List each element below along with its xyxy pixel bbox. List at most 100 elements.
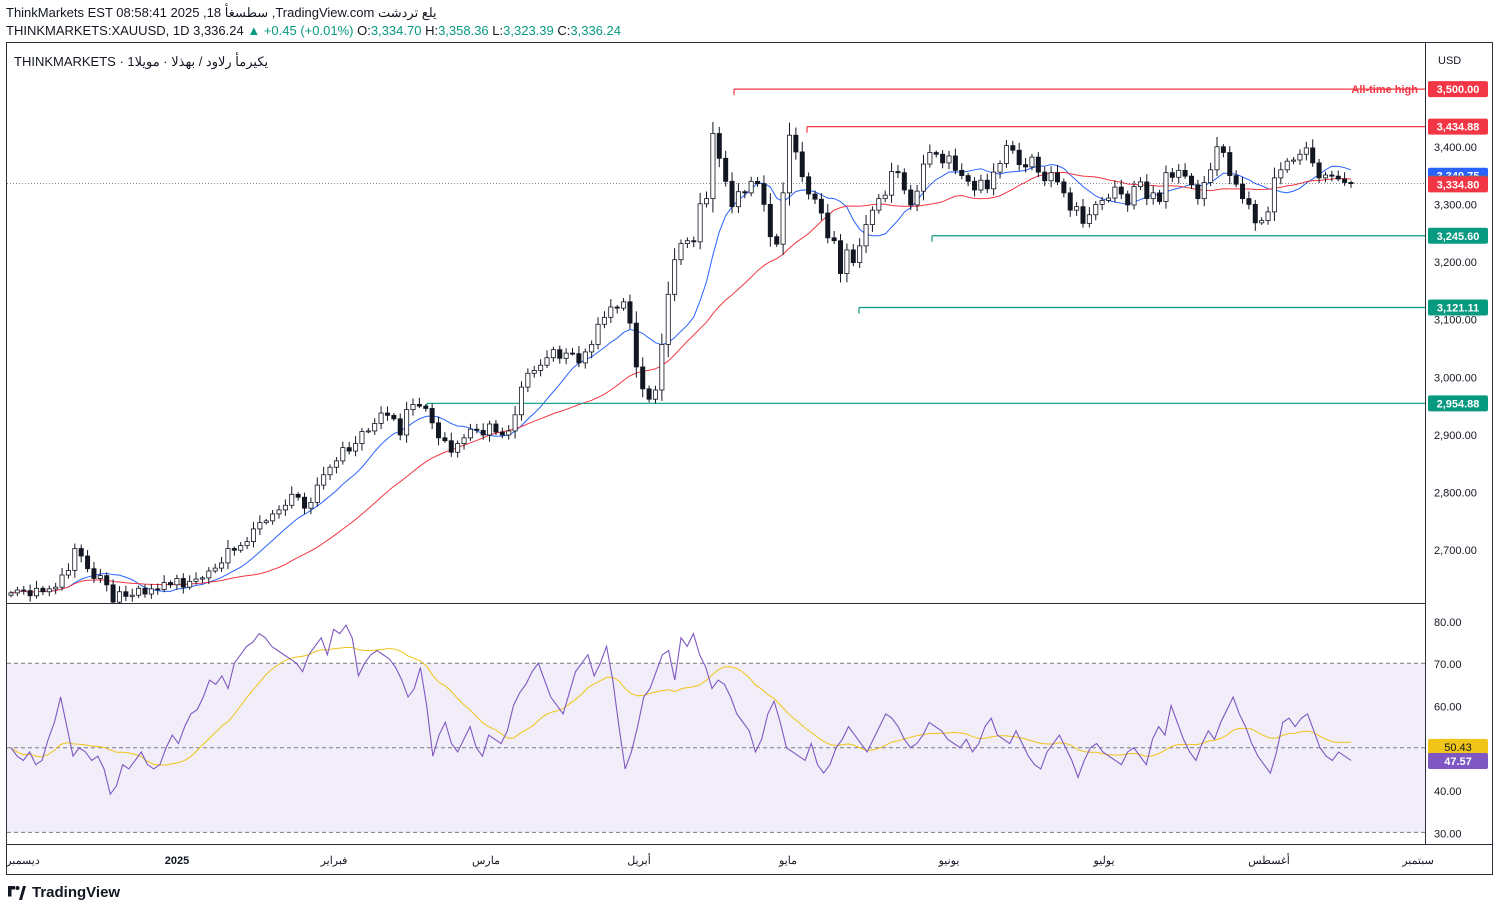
candle-body — [742, 191, 748, 194]
candle-body — [1297, 153, 1303, 161]
candle-body — [480, 429, 486, 436]
candle-body — [1003, 145, 1009, 164]
candle-body — [633, 322, 639, 368]
candle-body — [1023, 164, 1029, 168]
candle-body — [735, 191, 741, 208]
candle-body — [1086, 214, 1092, 224]
candle-body — [276, 509, 282, 515]
price-tick-label: 2,800.00 — [1434, 488, 1477, 500]
candle-body — [1284, 160, 1290, 171]
time-tick-label: يوليو — [1092, 855, 1114, 867]
candle-body — [289, 493, 295, 506]
candle-body — [959, 169, 965, 176]
time-tick-label: 2025 — [165, 855, 189, 867]
candle-body — [219, 562, 225, 569]
time-axis[interactable]: ديسمبر 2025 فبراير مارس أبريل مايو يونيو يوليو أ… — [5, 845, 1493, 875]
candle-body — [410, 404, 416, 410]
candle-body — [563, 352, 569, 359]
candle-body — [940, 153, 946, 164]
candle-body — [365, 430, 371, 433]
price-tick-label: 3,400.00 — [1434, 142, 1477, 154]
rsi-chart[interactable] — [7, 604, 1426, 845]
candle-body — [263, 520, 269, 523]
candle-body — [142, 587, 148, 595]
candle-body — [512, 414, 518, 432]
candle-body — [384, 412, 390, 416]
candle-body — [353, 443, 359, 452]
candle-body — [174, 578, 180, 586]
candle-body — [946, 155, 952, 164]
price-axis[interactable]: 3,400.00 3,300.00 3,200.00 3,100.00 3,000.00… — [1425, 42, 1493, 845]
candle-body — [136, 587, 142, 596]
candle-body — [123, 591, 129, 597]
candle-body — [1106, 197, 1112, 201]
candle-body — [589, 344, 595, 353]
level-price-tag: 3,500.00 — [1437, 84, 1480, 96]
candle-body — [965, 175, 971, 182]
tradingview-logo[interactable]: TradingView — [6, 884, 120, 901]
candle-body — [1054, 172, 1060, 183]
candle-body — [295, 493, 301, 498]
candle-body — [129, 594, 135, 597]
tradingview-icon — [8, 885, 26, 900]
candle-body — [1188, 175, 1194, 186]
candle-body — [1252, 203, 1258, 224]
price-chart[interactable]: All-time high — [7, 43, 1426, 607]
candle-body — [1227, 152, 1233, 176]
candle-body — [901, 172, 907, 191]
candle-body — [257, 522, 263, 530]
candle-body — [716, 133, 722, 159]
candle-body — [91, 568, 97, 579]
candle-body — [8, 592, 14, 596]
candle-body — [302, 496, 308, 509]
symbol-label[interactable]: THINKMARKETS:XAUUSD, 1D — [6, 23, 190, 38]
candle-body — [652, 389, 658, 400]
candle-body — [238, 545, 244, 551]
candle-body — [1112, 186, 1118, 199]
ma-slow-line — [10, 171, 1352, 594]
rsi-tick-label: 70.00 — [1434, 659, 1462, 671]
current-price-tag: 3,334.80 — [1437, 179, 1480, 191]
candle-body — [359, 431, 365, 445]
candle-body — [882, 194, 888, 200]
candle-body — [1182, 169, 1188, 177]
candle-body — [1303, 147, 1309, 155]
candle-body — [180, 578, 186, 588]
change-value: +0.45 (+0.01%) — [263, 23, 354, 38]
candle-body — [212, 567, 218, 572]
candle-body — [333, 460, 339, 468]
price-axis-svg: 3,400.00 3,300.00 3,200.00 3,100.00 3,000.00… — [1428, 81, 1488, 840]
candle-body — [608, 306, 614, 318]
rsi-pane[interactable] — [6, 604, 1426, 845]
candle-body — [1208, 169, 1214, 183]
candle-body — [1169, 172, 1175, 178]
candle-body — [187, 580, 193, 588]
candle-body — [461, 437, 467, 445]
candle-body — [1240, 183, 1246, 200]
candle-body — [755, 180, 761, 185]
rsi-tick-label: 30.00 — [1434, 828, 1462, 840]
candle-body — [378, 412, 384, 424]
candle-body — [678, 243, 684, 261]
time-tick-label: أغسطس — [1248, 853, 1290, 867]
candle-body — [933, 152, 939, 155]
price-pane[interactable]: All-time high — [6, 42, 1426, 607]
header-line2: THINKMARKETS:XAUUSD, 1D 3,336.24 ▲ +0.45… — [6, 23, 621, 38]
candle-body — [1061, 181, 1067, 194]
candle-body — [1259, 220, 1265, 224]
open-label: O: — [357, 23, 371, 38]
candle-body — [1163, 172, 1169, 202]
candle-body — [1246, 198, 1252, 205]
candle-body — [1220, 146, 1226, 153]
candle-body — [168, 582, 174, 586]
level-price-tag-bg — [1428, 395, 1488, 412]
candle-body — [1093, 203, 1099, 216]
time-tick-label: أبريل — [627, 853, 651, 867]
currency-label[interactable]: USD — [1438, 55, 1462, 67]
candle-body — [774, 236, 780, 245]
candle-body — [1310, 147, 1316, 164]
candle-body — [1125, 193, 1131, 206]
candle-body — [908, 189, 914, 206]
candle-body — [576, 353, 582, 364]
time-tick-label: مايو — [778, 855, 797, 867]
